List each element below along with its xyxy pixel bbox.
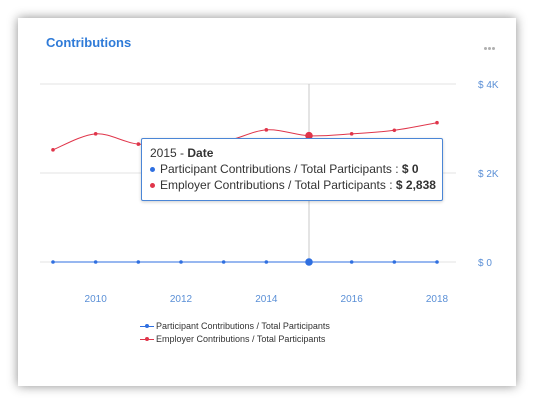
legend-label: Employer Contributions / Total Participa… bbox=[156, 334, 326, 344]
data-point bbox=[435, 260, 439, 264]
data-point bbox=[264, 260, 269, 264]
x-tick-label: 2018 bbox=[426, 294, 449, 305]
x-tick-label: 2010 bbox=[85, 294, 108, 305]
x-tick-label: 2016 bbox=[341, 294, 364, 305]
card-title: Contributions bbox=[46, 35, 132, 50]
data-point bbox=[392, 128, 397, 133]
tooltip-row-label: Participant Contributions / Total Partic… bbox=[160, 162, 402, 176]
tooltip-row-participant: Participant Contributions / Total Partic… bbox=[150, 161, 434, 177]
legend-item-participant[interactable]: Participant Contributions / Total Partic… bbox=[140, 320, 330, 333]
x-tick-label: 2014 bbox=[255, 294, 278, 305]
data-point bbox=[93, 132, 98, 136]
legend-line-marker-icon bbox=[140, 337, 154, 342]
tooltip-row-value: $ 2,838 bbox=[395, 178, 436, 192]
series-line-employer bbox=[52, 122, 438, 151]
legend-line-marker-icon bbox=[140, 324, 154, 329]
participant-dot-icon bbox=[150, 166, 155, 172]
tooltip-row-label: Employer Contributions / Total Participa… bbox=[160, 178, 396, 192]
chart-tooltip: 2015 - Date Participant Contributions / … bbox=[141, 138, 443, 201]
ellipsis-icon[interactable] bbox=[484, 37, 498, 50]
data-point bbox=[305, 131, 313, 140]
employer-dot-icon bbox=[150, 182, 155, 188]
y-tick-label: $ 2K bbox=[478, 169, 499, 180]
tooltip-separator: - bbox=[176, 146, 188, 160]
y-tick-label: $ 4K bbox=[478, 80, 499, 91]
legend-item-employer[interactable]: Employer Contributions / Total Participa… bbox=[140, 333, 330, 346]
data-point bbox=[392, 260, 397, 264]
tooltip-row-value: $ 0 bbox=[401, 162, 419, 176]
tooltip-date-label: Date bbox=[187, 146, 214, 160]
data-point bbox=[51, 148, 55, 152]
data-point bbox=[349, 132, 354, 136]
data-point bbox=[93, 260, 98, 264]
chart-legend: Participant Contributions / Total Partic… bbox=[140, 320, 330, 346]
data-point bbox=[305, 258, 313, 266]
legend-label: Participant Contributions / Total Partic… bbox=[156, 321, 330, 331]
data-point bbox=[136, 142, 141, 146]
x-tick-label: 2012 bbox=[170, 294, 193, 305]
data-point bbox=[179, 260, 183, 264]
data-point bbox=[221, 260, 226, 264]
contributions-card: Contributions bbox=[18, 18, 516, 386]
data-point bbox=[51, 260, 55, 264]
tooltip-header: 2015 - Date bbox=[150, 145, 434, 161]
y-tick-label: $ 0 bbox=[478, 258, 492, 269]
data-point bbox=[435, 120, 439, 125]
data-point bbox=[136, 260, 141, 264]
tooltip-date-value: 2015 bbox=[150, 146, 177, 160]
data-point bbox=[349, 260, 354, 264]
data-point bbox=[264, 128, 269, 132]
tooltip-row-employer: Employer Contributions / Total Participa… bbox=[150, 177, 436, 193]
